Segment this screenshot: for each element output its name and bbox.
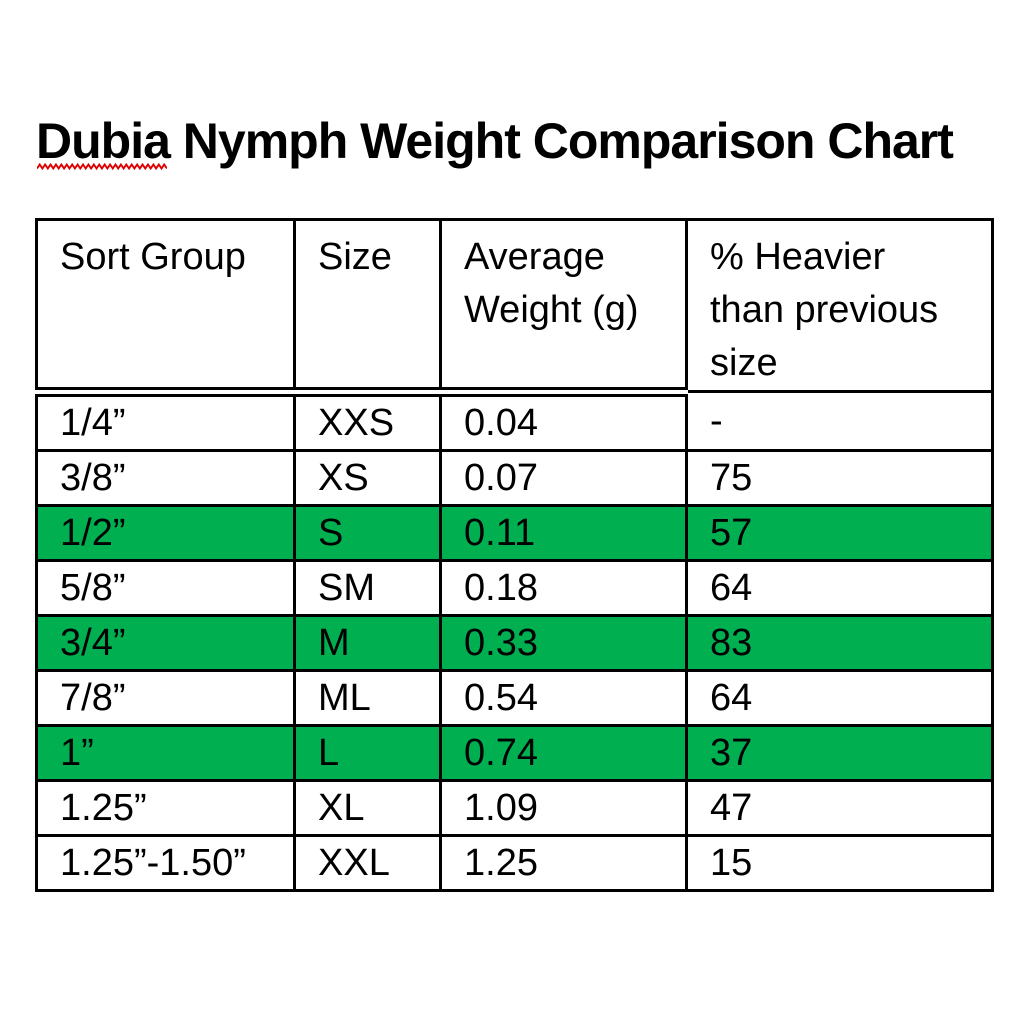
header-row: Sort Group Size Average Weight (g) % Hea… — [35, 218, 994, 397]
cell-sort-group: 1.25”-1.50” — [35, 833, 296, 892]
cell-size: XXS — [293, 390, 442, 452]
cell-average-weight: 0.11 — [439, 503, 688, 562]
cell-size: SM — [293, 558, 442, 617]
spellcheck-squiggle-icon — [37, 163, 167, 170]
column-header-average-weight: Average Weight (g) — [439, 218, 688, 397]
cell-sort-group: 1/4” — [35, 390, 296, 452]
table-row: 1” L 0.74 37 — [35, 723, 994, 782]
table-row: 5/8” SM 0.18 64 — [35, 558, 994, 617]
cell-pct-heavier: 47 — [685, 778, 994, 837]
cell-pct-heavier: 64 — [685, 668, 994, 727]
cell-pct-heavier: 64 — [685, 558, 994, 617]
column-header-sort-group: Sort Group — [35, 218, 296, 397]
column-header-size: Size — [293, 218, 442, 397]
cell-average-weight: 0.04 — [439, 390, 688, 452]
table-row: 1/4” XXS 0.04 - — [35, 390, 994, 452]
cell-pct-heavier: 75 — [685, 448, 994, 507]
cell-size: S — [293, 503, 442, 562]
cell-sort-group: 7/8” — [35, 668, 296, 727]
table-row: 3/8” XS 0.07 75 — [35, 448, 994, 507]
cell-size: L — [293, 723, 442, 782]
cell-pct-heavier: 37 — [685, 723, 994, 782]
cell-average-weight: 0.33 — [439, 613, 688, 672]
cell-average-weight: 1.09 — [439, 778, 688, 837]
table-row: 3/4” M 0.33 83 — [35, 613, 994, 672]
spellcheck-squiggle-line — [37, 163, 167, 170]
title-rest-text: Nymph Weight Comparison Chart — [169, 113, 954, 169]
cell-sort-group: 1.25” — [35, 778, 296, 837]
cell-sort-group: 1/2” — [35, 503, 296, 562]
cell-pct-heavier: 57 — [685, 503, 994, 562]
cell-average-weight: 0.54 — [439, 668, 688, 727]
cell-pct-heavier: - — [685, 390, 994, 452]
cell-size: XS — [293, 448, 442, 507]
table-row: 1.25” XL 1.09 47 — [35, 778, 994, 837]
cell-size: ML — [293, 668, 442, 727]
cell-sort-group: 3/4” — [35, 613, 296, 672]
title-word-dubia-text: Dubia — [36, 113, 171, 169]
cell-average-weight: 0.07 — [439, 448, 688, 507]
cell-average-weight: 0.18 — [439, 558, 688, 617]
column-header-pct-heavier: % Heavier than previous size — [685, 218, 994, 393]
cell-pct-heavier: 83 — [685, 613, 994, 672]
cell-pct-heavier: 15 — [685, 833, 994, 892]
cell-size: M — [293, 613, 442, 672]
page-title: Dubia Nymph Weight Comparison Chart — [36, 112, 954, 170]
cell-average-weight: 1.25 — [439, 833, 688, 892]
weight-comparison-table: Sort Group Size Average Weight (g) % Hea… — [35, 218, 994, 892]
cell-size: XL — [293, 778, 442, 837]
cell-size: XXL — [293, 833, 442, 892]
cell-sort-group: 3/8” — [35, 448, 296, 507]
cell-sort-group: 5/8” — [35, 558, 296, 617]
table-row: 7/8” ML 0.54 64 — [35, 668, 994, 727]
cell-sort-group: 1” — [35, 723, 296, 782]
cell-average-weight: 0.74 — [439, 723, 688, 782]
table-row: 1.25”-1.50” XXL 1.25 15 — [35, 833, 994, 892]
table-row: 1/2” S 0.11 57 — [35, 503, 994, 562]
title-word-dubia: Dubia — [36, 112, 171, 170]
